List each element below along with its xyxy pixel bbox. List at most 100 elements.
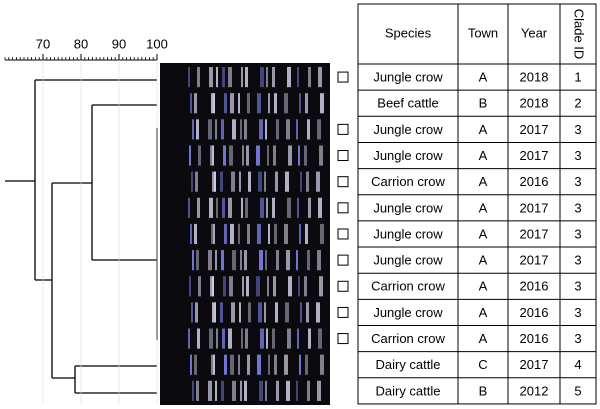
band — [246, 145, 249, 166]
column-header: Year — [521, 25, 548, 40]
band — [232, 119, 236, 140]
band — [190, 223, 192, 245]
band — [214, 302, 216, 323]
band — [297, 328, 299, 349]
band — [316, 171, 320, 192]
band — [317, 119, 321, 140]
band — [223, 145, 226, 166]
band — [241, 197, 243, 218]
band — [247, 93, 250, 114]
band — [221, 380, 224, 401]
band — [308, 67, 311, 88]
cell: 4 — [574, 357, 581, 372]
band — [274, 223, 277, 245]
band — [216, 197, 218, 218]
band — [221, 119, 224, 140]
cell: Jungle crow — [373, 122, 443, 137]
cell: 2017 — [520, 200, 549, 215]
band — [317, 380, 321, 401]
band — [238, 223, 240, 245]
cell: 2017 — [520, 357, 549, 372]
band — [239, 171, 241, 192]
band — [248, 171, 251, 192]
band — [264, 302, 266, 323]
band — [191, 171, 193, 192]
band — [196, 119, 199, 140]
tick-label: 80 — [74, 36, 88, 51]
band — [188, 197, 190, 218]
checkbox — [337, 306, 349, 318]
band — [228, 197, 232, 218]
tick-label: 70 — [36, 36, 50, 51]
band — [247, 223, 250, 245]
band — [299, 354, 301, 375]
cell: A — [479, 331, 488, 346]
cell: Jungle crow — [373, 305, 443, 320]
band — [239, 302, 241, 323]
band — [266, 197, 268, 218]
band — [194, 354, 197, 375]
cell: 2016 — [520, 279, 549, 294]
cell: Jungle crow — [373, 200, 443, 215]
band — [208, 119, 212, 140]
checkbox — [337, 150, 349, 162]
cell: C — [478, 357, 487, 372]
band — [188, 328, 190, 349]
band — [268, 93, 270, 114]
band — [257, 354, 261, 375]
cell: A — [479, 279, 488, 294]
band — [198, 276, 201, 297]
band — [238, 354, 240, 375]
band — [259, 119, 263, 140]
band — [273, 145, 276, 166]
band — [260, 328, 264, 349]
band — [224, 93, 227, 114]
band — [273, 276, 276, 297]
tick-label: 100 — [146, 36, 168, 51]
band — [286, 119, 290, 140]
cell: Jungle crow — [373, 253, 443, 268]
band — [215, 250, 217, 271]
band — [284, 93, 288, 114]
band — [191, 302, 193, 323]
band — [285, 171, 289, 192]
checkbox — [337, 333, 349, 345]
cell: 3 — [574, 174, 581, 189]
band — [318, 67, 322, 88]
cell: 3 — [574, 305, 581, 320]
band — [188, 67, 190, 88]
band — [276, 380, 279, 401]
band — [248, 302, 251, 323]
band — [287, 328, 291, 349]
band — [208, 250, 212, 271]
cell: Beef cattle — [377, 96, 438, 111]
table: Species Town Year Clade ID Jungle crow A 2018 1… — [337, 3, 597, 405]
cell: B — [479, 383, 488, 398]
cell: A — [479, 122, 488, 137]
cell: Carrion crow — [371, 279, 445, 294]
cell: A — [479, 148, 488, 163]
cell: A — [479, 226, 488, 241]
band — [265, 380, 267, 401]
band — [265, 119, 267, 140]
band — [266, 67, 268, 88]
band — [230, 354, 234, 375]
cell: 5 — [574, 383, 581, 398]
cell: 2 — [574, 96, 581, 111]
gel-image — [160, 63, 330, 405]
band — [272, 67, 275, 88]
band — [197, 328, 200, 349]
band — [231, 171, 235, 192]
band — [212, 302, 216, 323]
band — [268, 223, 270, 245]
band — [288, 145, 292, 166]
band — [242, 276, 244, 297]
cell: Dairy cattle — [375, 383, 440, 398]
band — [307, 119, 310, 140]
checkbox — [337, 228, 349, 240]
band — [288, 276, 292, 297]
band — [276, 119, 279, 140]
band — [224, 354, 227, 375]
cell: 2017 — [520, 226, 549, 241]
band — [194, 223, 197, 245]
